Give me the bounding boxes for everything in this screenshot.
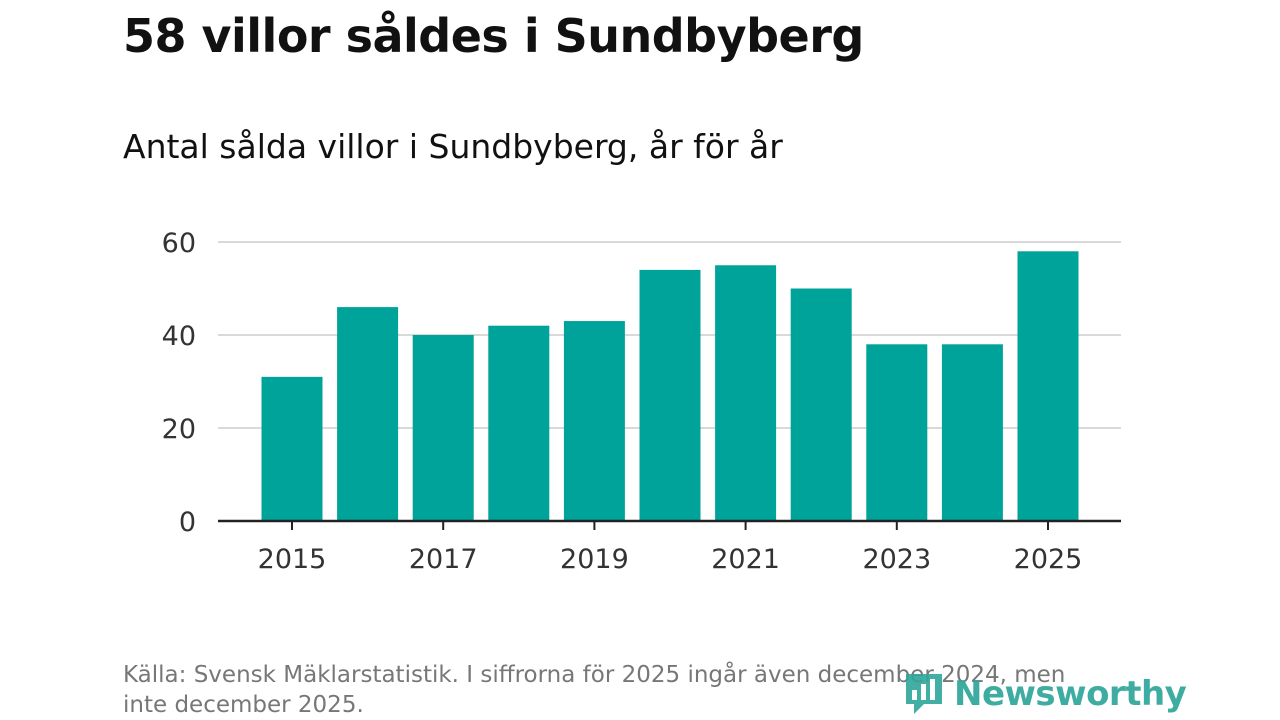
bar-2016 [337, 307, 399, 521]
bar-chart: 0 20 40 60 2015 2017 2019 2021 2023 2025 [162, 228, 1121, 575]
x-tick-label: 2017 [409, 544, 478, 575]
y-tick-label: 20 [162, 414, 196, 445]
chart-title: Antal sålda villor i Sundbyberg, år för … [123, 127, 783, 166]
bar-2024 [941, 344, 1003, 521]
bar-2025 [1017, 251, 1079, 522]
y-tick-label: 60 [162, 228, 196, 259]
y-tick-label: 0 [179, 507, 196, 538]
x-tick-label: 2019 [560, 544, 629, 575]
bar-2021 [715, 265, 777, 521]
bar-2020 [639, 269, 701, 521]
x-tick-label: 2015 [258, 544, 327, 575]
bar-2022 [790, 288, 852, 521]
bars [261, 251, 1079, 522]
bar-2023 [866, 344, 928, 521]
headline: 58 villor såldes i Sundbyberg [123, 9, 864, 63]
tick-labels: 0 20 40 60 2015 2017 2019 2021 2023 2025 [162, 228, 1083, 575]
bar-2018 [488, 325, 550, 521]
y-tick-label: 40 [162, 321, 196, 352]
axes [218, 519, 1121, 530]
bar-2015 [261, 376, 323, 521]
x-tick-label: 2023 [862, 544, 931, 575]
x-tick-label: 2021 [711, 544, 780, 575]
brand-logo: Newsworthy [902, 668, 1187, 720]
bar-2019 [563, 321, 625, 521]
newsworthy-logo-icon [902, 670, 946, 718]
x-tick-label: 2025 [1014, 544, 1083, 575]
bar-2017 [412, 335, 474, 521]
brand-name: Newsworthy [954, 674, 1187, 714]
